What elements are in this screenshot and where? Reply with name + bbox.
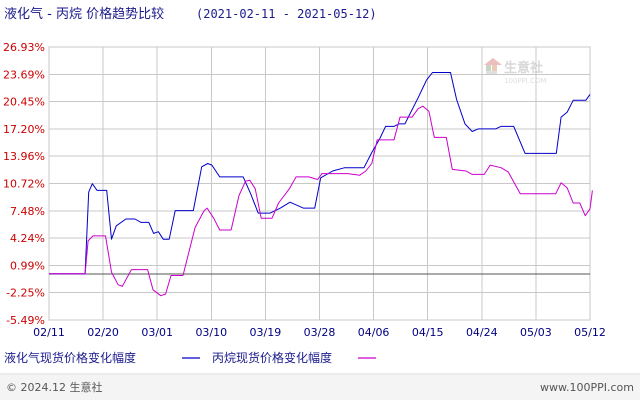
y-tick-label: 23.69% bbox=[3, 68, 45, 81]
y-tick-label: -2.25% bbox=[6, 287, 45, 300]
x-tick-label: 03/19 bbox=[250, 326, 282, 339]
y-tick-label: 0.99% bbox=[10, 259, 45, 272]
x-tick-label: 02/11 bbox=[33, 326, 65, 339]
x-tick-label: 05/03 bbox=[520, 326, 552, 339]
chart-date-range: (2021-02-11 - 2021-05-12) bbox=[196, 7, 377, 21]
x-tick-label: 03/10 bbox=[195, 326, 227, 339]
x-tick-label: 02/20 bbox=[87, 326, 119, 339]
y-tick-label: 13.96% bbox=[3, 150, 45, 163]
x-tick-label: 04/24 bbox=[466, 326, 498, 339]
x-tick-label: 05/12 bbox=[574, 326, 606, 339]
legend-label-lpg: 液化气现货价格变化幅度 bbox=[4, 350, 136, 365]
x-axis-ticks: 02/11 02/20 03/01 03/10 03/19 03/28 04/06 04/15… bbox=[33, 326, 606, 339]
series-line-propane bbox=[49, 105, 593, 297]
legend-label-propane: 丙烷现货价格变化幅度 bbox=[212, 350, 332, 365]
series-lines bbox=[49, 72, 593, 297]
footer-copyright: © 2024.12 生意社 bbox=[6, 380, 102, 394]
x-tick-label: 03/28 bbox=[304, 326, 336, 339]
y-tick-label: 7.48% bbox=[10, 205, 45, 218]
y-tick-label: 17.20% bbox=[3, 123, 45, 136]
x-tick-label: 04/15 bbox=[412, 326, 444, 339]
series-line-lpg bbox=[49, 72, 591, 275]
x-tick-label: 03/01 bbox=[141, 326, 173, 339]
watermark-logo: 生意社 100PPI.COM bbox=[484, 58, 547, 85]
watermark-sub: 100PPI.COM bbox=[504, 77, 547, 85]
house-icon bbox=[484, 58, 502, 74]
y-axis-ticks: 26.93% 23.69% 20.45% 17.20% 13.96% 10.72% 7.48… bbox=[3, 41, 45, 327]
grid-lines bbox=[48, 46, 591, 321]
footer-bar bbox=[0, 375, 640, 400]
y-tick-label: 26.93% bbox=[3, 41, 45, 54]
y-tick-label: -5.49% bbox=[6, 314, 45, 327]
watermark-brand: 生意社 bbox=[504, 60, 543, 76]
legend: 液化气现货价格变化幅度 丙烷现货价格变化幅度 bbox=[4, 350, 376, 365]
chart-title: 液化气 - 丙烷 价格趋势比较 bbox=[4, 6, 164, 22]
y-tick-label: 4.24% bbox=[10, 232, 45, 245]
footer-site: www.100PPI.com bbox=[540, 381, 634, 394]
x-tick-label: 04/06 bbox=[358, 326, 390, 339]
y-tick-label: 10.72% bbox=[3, 178, 45, 191]
y-tick-label: 20.45% bbox=[3, 96, 45, 109]
